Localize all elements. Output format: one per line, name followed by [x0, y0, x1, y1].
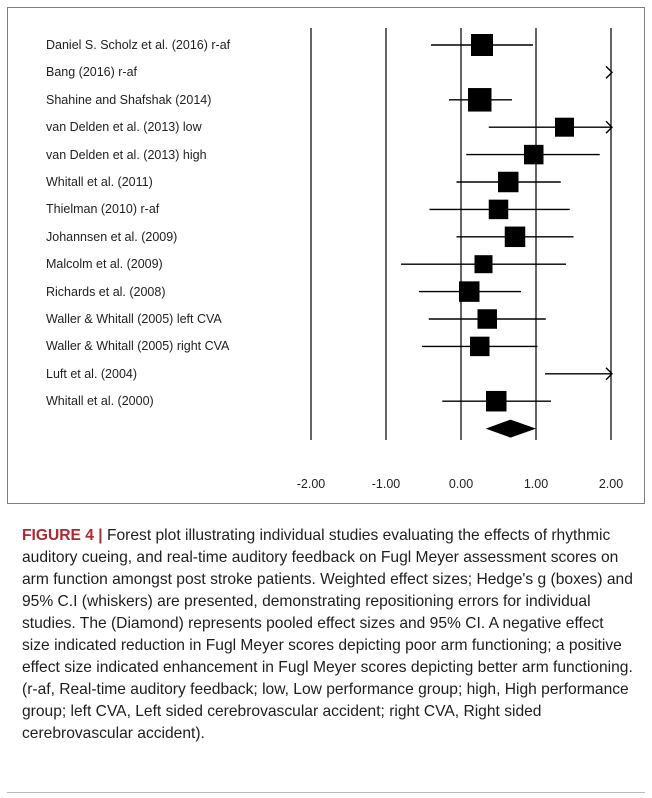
ci-arrow: [605, 120, 613, 134]
study-label: Luft et al. (2004): [46, 366, 138, 381]
study-label: Thielman (2010) r-af: [46, 202, 160, 217]
study-label: van Delden et al. (2013) high: [46, 147, 207, 162]
effect-box: [498, 171, 519, 193]
effect-box: [471, 34, 493, 56]
x-tick-label: -1.00: [371, 477, 401, 491]
forest-plot: [310, 28, 613, 440]
pooled-diamond: [485, 419, 536, 438]
study-label: Waller & Whitall (2005) right CVA: [46, 339, 230, 354]
ci-arrow: [605, 65, 613, 79]
x-tick-label: 1.00: [523, 477, 549, 491]
effect-box: [524, 144, 544, 165]
study-label: Johannsen et al. (2009): [46, 229, 178, 244]
study-label: Whitall et al. (2011): [46, 175, 153, 189]
forest-plot-panel: Daniel S. Scholz et al. (2016) r-af Bang …: [7, 7, 645, 504]
study-label: Richards et al. (2008): [46, 284, 166, 299]
effect-box: [488, 199, 509, 220]
effect-box: [468, 88, 492, 112]
study-label: Bang (2016) r-af: [46, 65, 138, 80]
study-label: Shahine and Shafshak (2014): [46, 92, 212, 107]
x-tick-label: -2.00: [296, 477, 326, 491]
study-label: Malcolm et al. (2009): [46, 257, 163, 272]
effect-box: [555, 117, 574, 137]
effect-box: [486, 390, 507, 412]
effect-box: [459, 281, 480, 302]
study-label: Waller & Whitall (2005) left CVA: [46, 312, 222, 326]
effect-box: [474, 255, 493, 274]
figure-caption: FIGURE 4 | Forest plot illustrating indi…: [22, 525, 634, 745]
figure-separator: |: [98, 527, 103, 544]
caption-text: Forest plot illustrating individual stud…: [22, 527, 633, 742]
figure-label: FIGURE 4: [22, 527, 94, 544]
x-tick-label: 2.00: [598, 477, 624, 491]
effect-box: [470, 336, 490, 357]
bottom-divider: [7, 792, 645, 793]
effect-box: [477, 309, 497, 329]
ci-arrow: [605, 367, 613, 381]
x-tick-label: 0.00: [448, 477, 474, 491]
study-label: Whitall et al. (2000): [46, 394, 154, 409]
effect-box: [504, 226, 526, 248]
study-label: van Delden et al. (2013) low: [46, 120, 202, 135]
study-label: Daniel S. Scholz et al. (2016) r-af: [46, 38, 231, 52]
